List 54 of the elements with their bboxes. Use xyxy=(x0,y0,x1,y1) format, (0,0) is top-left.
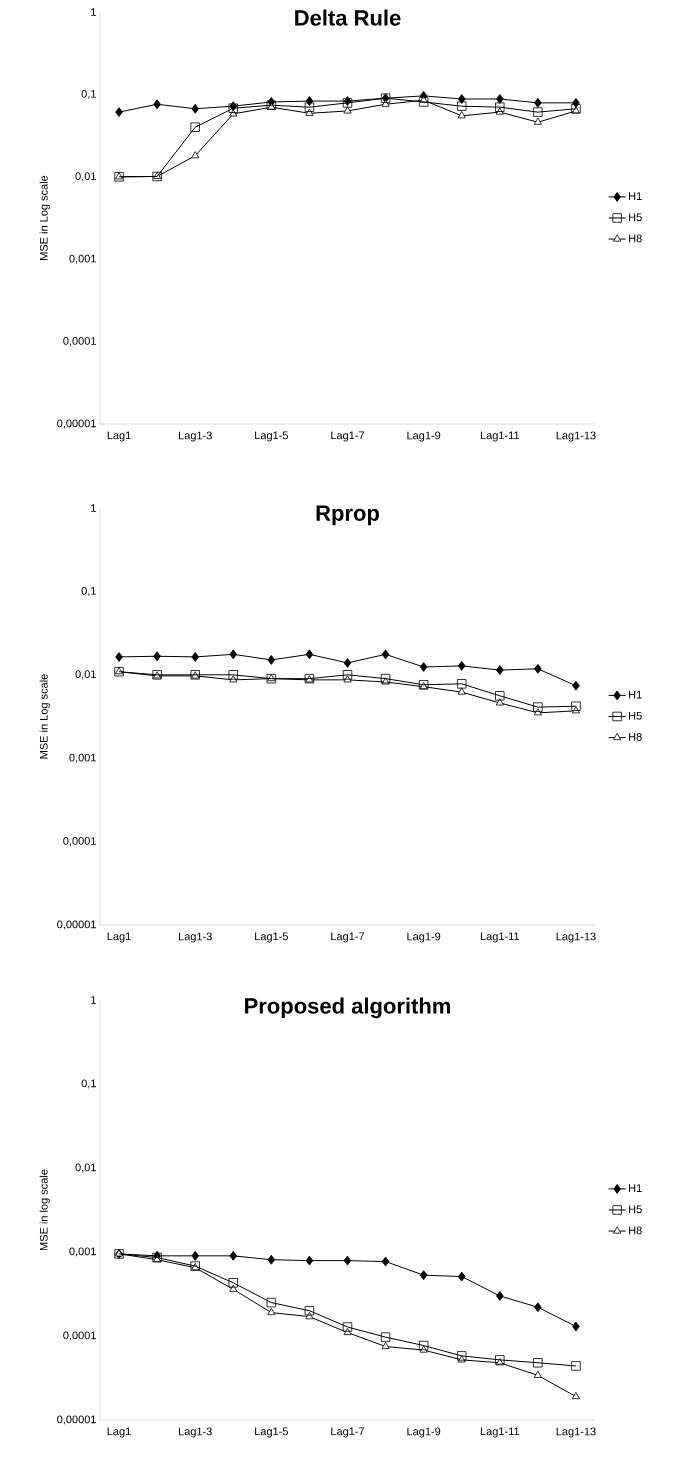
chart-title: Rprop xyxy=(316,505,379,526)
chart-title: Delta Rule xyxy=(295,9,401,26)
x-tick-label: Lag1-11 xyxy=(480,431,520,442)
y-tick-label: 0,01 xyxy=(75,1163,96,1173)
x-tick-label: Lag1-7 xyxy=(331,431,365,442)
x-tick-label: Lag1-11 xyxy=(480,932,520,943)
x-tick-label: Lag1-3 xyxy=(178,1427,212,1438)
y-axis-title: MSE in Log scale xyxy=(39,674,50,759)
x-tick-label: Lag1 xyxy=(107,932,131,943)
x-tick-label: Lag1-5 xyxy=(255,1427,288,1438)
x-tick-label: Lag1-9 xyxy=(407,431,441,442)
y-tick-label: 0,0001 xyxy=(63,837,96,847)
y-tick-label: 0,00001 xyxy=(57,1415,96,1425)
y-tick-label: 0,00001 xyxy=(57,920,96,930)
y-tick-label: 1 xyxy=(91,504,96,512)
x-tick-label: Lag1-13 xyxy=(556,1427,596,1438)
x-tick-label: Lag1-11 xyxy=(480,1427,520,1438)
y-tick-label: 0,1 xyxy=(81,89,96,99)
x-tick-label: Lag1-7 xyxy=(331,1427,365,1438)
legend-label: H8 xyxy=(629,1226,642,1235)
legend-label: H1 xyxy=(629,192,642,200)
x-tick-label: Lag1-5 xyxy=(255,431,288,442)
legend-label: H8 xyxy=(629,733,642,741)
y-tick-label: 0,0001 xyxy=(63,1331,96,1341)
y-tick-label: 0,001 xyxy=(69,254,96,264)
legend-label: H1 xyxy=(629,690,642,699)
legend-label: H8 xyxy=(629,234,642,243)
y-tick-label: 0,001 xyxy=(69,753,96,763)
x-tick-label: Lag1-13 xyxy=(556,932,596,943)
legend-label: H5 xyxy=(629,1205,642,1214)
x-tick-label: Lag1-13 xyxy=(556,431,596,442)
x-tick-label: Lag1-5 xyxy=(255,932,288,943)
y-tick-label: 0,01 xyxy=(75,670,96,680)
x-tick-label: Lag1 xyxy=(107,431,131,442)
legend-label: H5 xyxy=(629,213,642,222)
y-axis-title: MSE in Log scale xyxy=(39,175,50,260)
chart-title: Proposed algorithm xyxy=(245,997,451,1019)
x-tick-label: Lag1-3 xyxy=(178,932,212,943)
x-tick-label: Lag1-3 xyxy=(178,431,212,442)
legend-label: H1 xyxy=(629,1184,642,1192)
y-tick-label: 0,1 xyxy=(81,586,96,596)
y-tick-label: 1 xyxy=(91,996,96,1004)
y-tick-label: 0,00001 xyxy=(57,419,96,429)
x-tick-label: Lag1 xyxy=(107,1427,131,1438)
legend-label: H5 xyxy=(629,711,642,720)
y-tick-label: 0,1 xyxy=(81,1079,96,1089)
y-tick-label: 0,01 xyxy=(75,172,96,182)
y-tick-label: 0,0001 xyxy=(63,337,96,347)
x-tick-label: Lag1-7 xyxy=(331,932,365,943)
y-tick-label: 0,001 xyxy=(69,1247,96,1257)
y-tick-label: 1 xyxy=(91,8,96,16)
x-tick-label: Lag1-9 xyxy=(407,932,441,943)
x-tick-label: Lag1-9 xyxy=(407,1427,441,1438)
y-axis-title: MSE in log scale xyxy=(39,1169,50,1251)
